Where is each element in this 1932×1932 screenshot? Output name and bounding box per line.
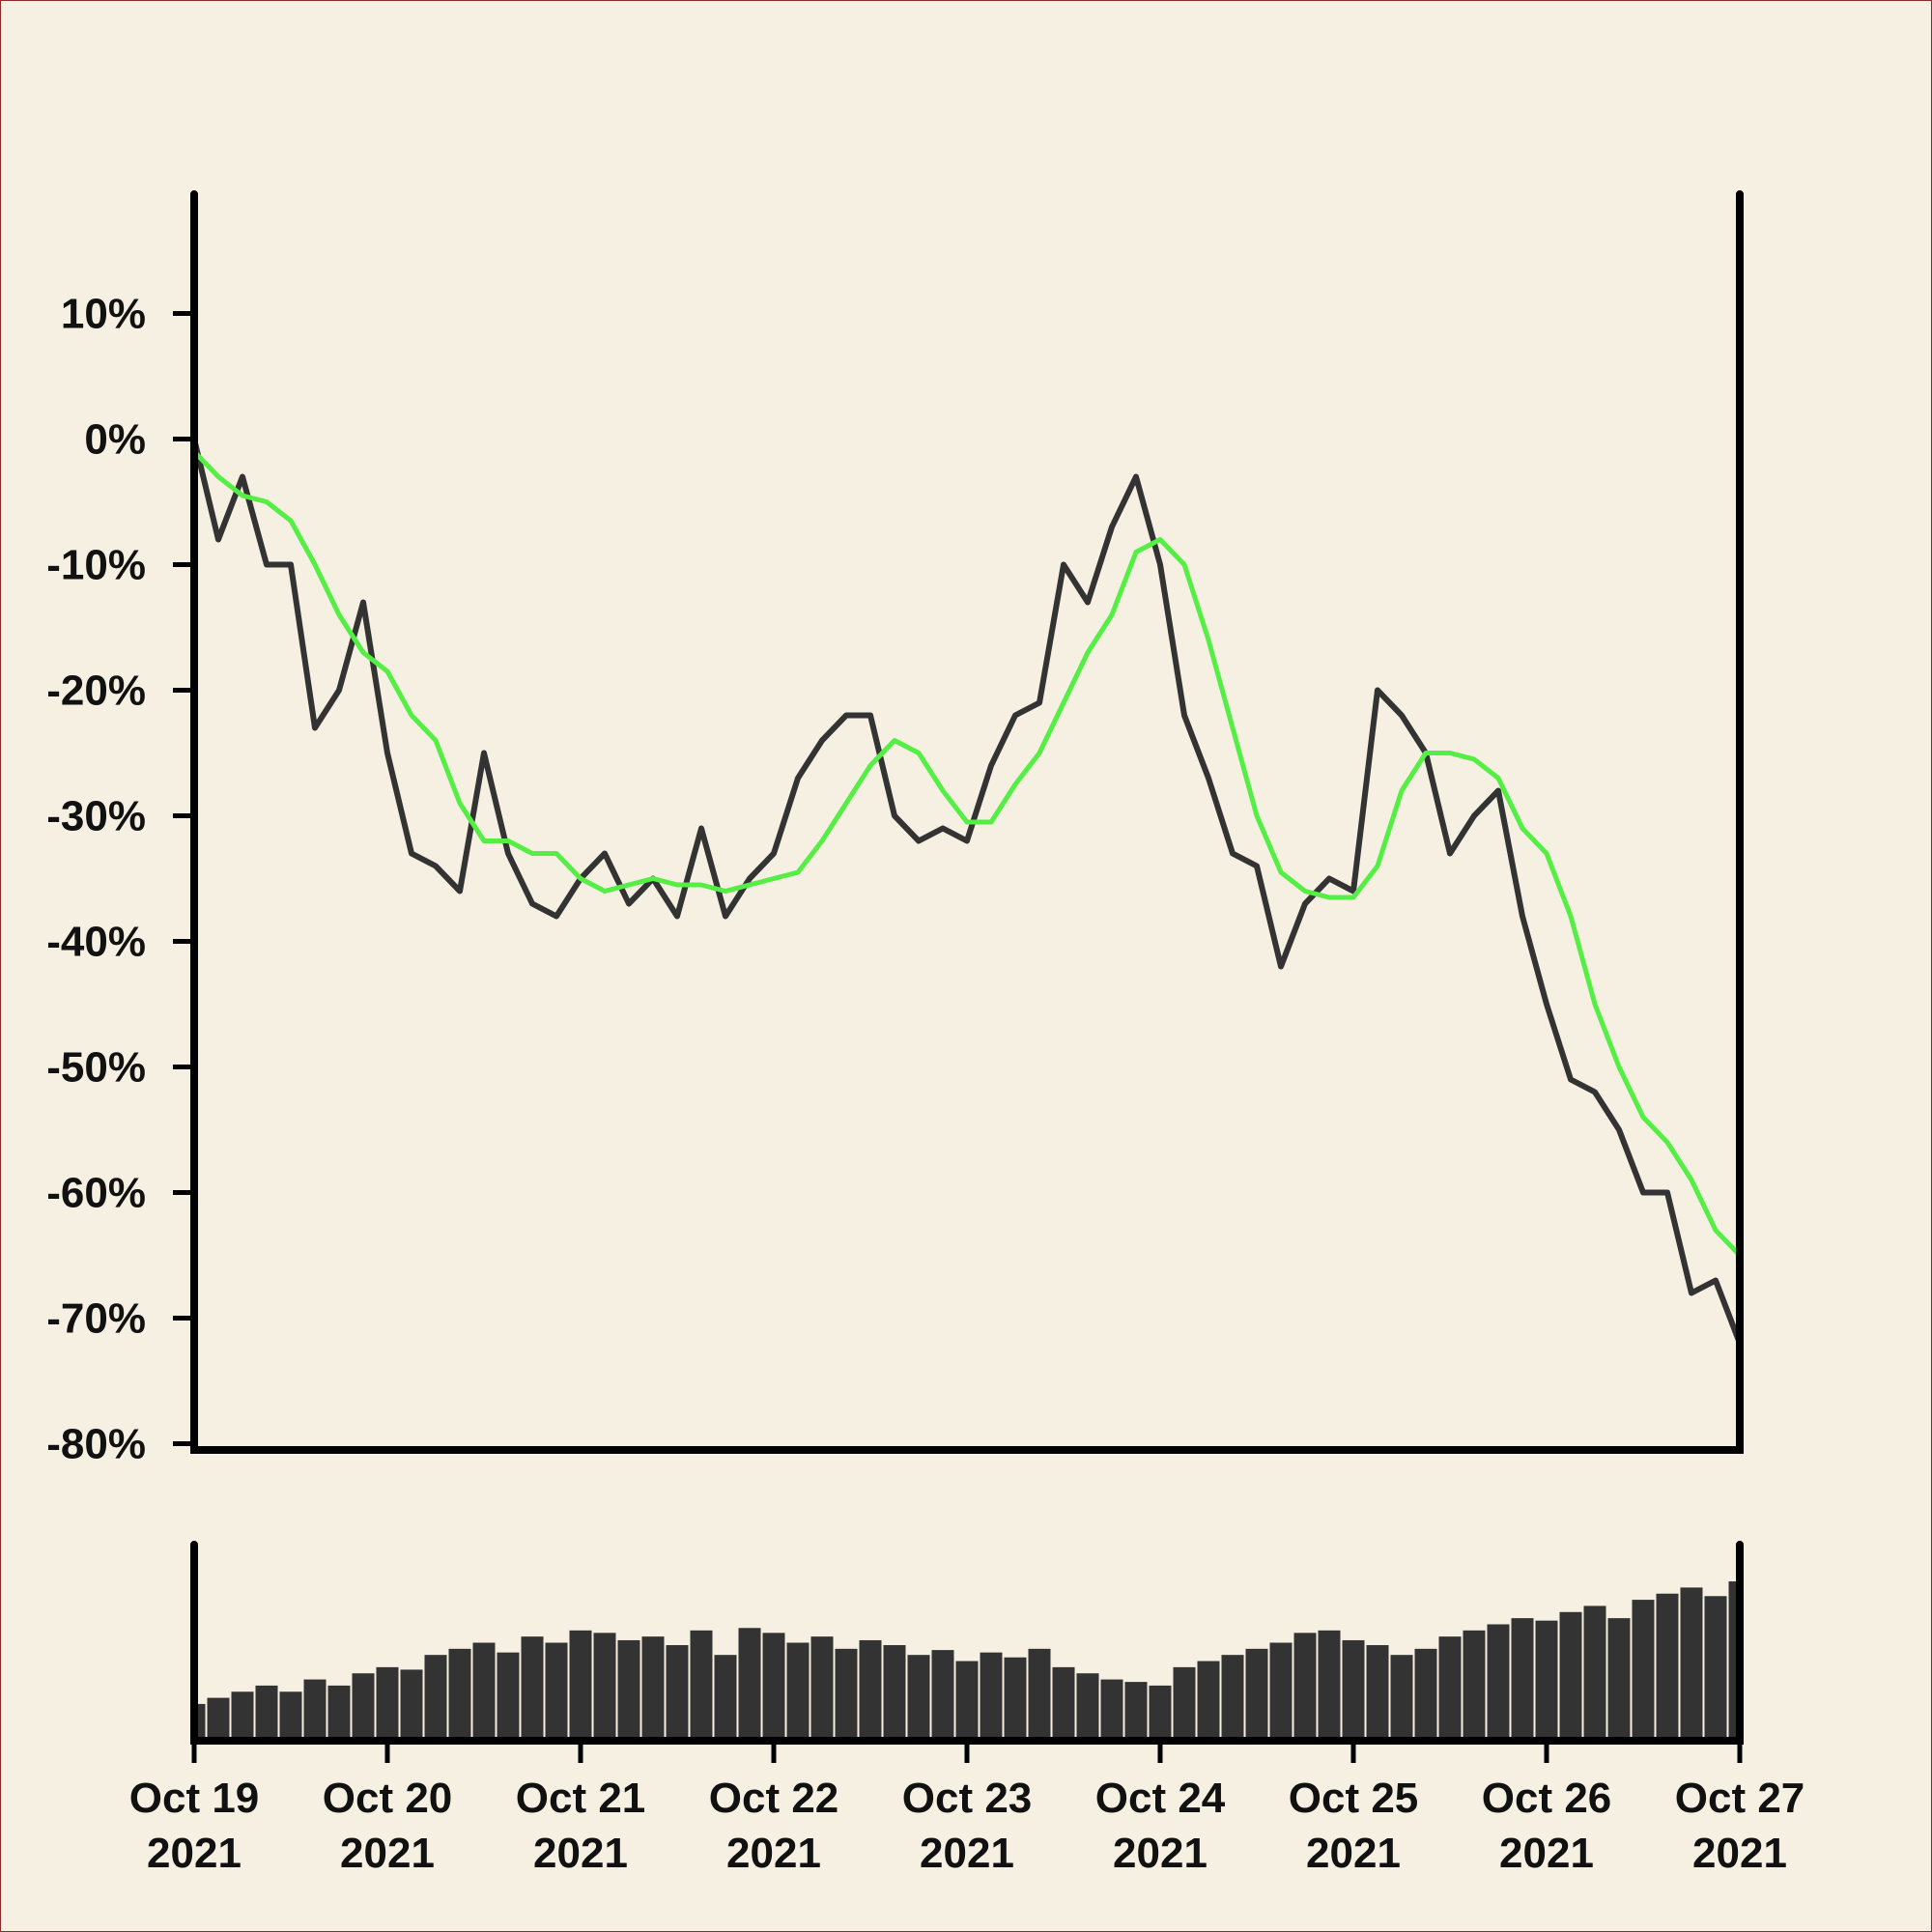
volume-bar bbox=[1245, 1648, 1268, 1741]
volume-bar bbox=[641, 1636, 665, 1741]
volume-bar bbox=[569, 1630, 592, 1741]
volume-bar bbox=[1632, 1600, 1655, 1741]
volume-bar bbox=[1704, 1596, 1727, 1741]
volume-bar bbox=[448, 1648, 471, 1741]
y-tick-label: -20% bbox=[46, 666, 146, 714]
volume-bar bbox=[1318, 1630, 1341, 1741]
volume-axis-frame bbox=[190, 1541, 1744, 1745]
y-tick-label: -40% bbox=[46, 917, 146, 965]
volume-bar bbox=[1149, 1685, 1172, 1741]
volume-bar bbox=[497, 1652, 520, 1741]
volume-bar bbox=[1197, 1661, 1220, 1741]
volume-bar bbox=[207, 1697, 230, 1741]
volume-bar bbox=[545, 1642, 568, 1741]
volume-bar bbox=[1463, 1630, 1486, 1741]
volume-bar bbox=[1221, 1655, 1244, 1741]
price-line bbox=[191, 438, 1743, 1345]
x-tick-label: Oct 26 2021 bbox=[1481, 1775, 1612, 1878]
moving-average-line bbox=[192, 449, 1742, 1258]
x-tick-label: Oct 21 2021 bbox=[515, 1775, 646, 1878]
volume-bar bbox=[617, 1639, 640, 1741]
volume-bar bbox=[907, 1655, 930, 1741]
volume-bar bbox=[1173, 1666, 1196, 1741]
y-tick-label: 0% bbox=[84, 414, 146, 463]
volume-bar bbox=[521, 1636, 544, 1741]
volume-bar bbox=[1414, 1648, 1437, 1741]
y-tick-label: -70% bbox=[46, 1293, 146, 1342]
volume-bar bbox=[714, 1655, 737, 1741]
volume-bar bbox=[931, 1650, 954, 1741]
volume-bar bbox=[1028, 1648, 1051, 1741]
volume-bar bbox=[1535, 1620, 1558, 1741]
volume-bar bbox=[859, 1639, 882, 1741]
volume-bar bbox=[1656, 1593, 1679, 1741]
volume-bar bbox=[738, 1628, 761, 1741]
y-tick-label: -80% bbox=[46, 1419, 146, 1467]
volume-bar bbox=[1342, 1639, 1365, 1741]
volume-bar bbox=[666, 1645, 689, 1741]
volume-bar bbox=[1052, 1666, 1075, 1741]
volume-bar bbox=[1487, 1624, 1510, 1741]
volume-bar bbox=[1438, 1636, 1462, 1741]
volume-bar bbox=[472, 1642, 496, 1741]
volume-bar bbox=[1390, 1655, 1413, 1741]
price-axis-frame bbox=[190, 190, 1744, 1454]
x-tick-label: Oct 19 2021 bbox=[128, 1775, 260, 1878]
volume-bar bbox=[1680, 1587, 1703, 1741]
y-tick-label: -50% bbox=[46, 1042, 146, 1091]
volume-bar bbox=[194, 1703, 206, 1741]
volume-bar bbox=[593, 1633, 616, 1741]
volume-bar bbox=[303, 1679, 327, 1741]
volume-bar bbox=[1583, 1605, 1606, 1741]
volume-bar bbox=[376, 1666, 399, 1741]
volume-bar bbox=[1511, 1618, 1534, 1741]
volume-bar bbox=[1607, 1618, 1631, 1741]
volume-bar bbox=[1100, 1679, 1123, 1741]
volume-bar bbox=[980, 1652, 1003, 1741]
volume-bar bbox=[1559, 1611, 1582, 1741]
volume-bar bbox=[327, 1685, 351, 1741]
volume-bar bbox=[810, 1636, 834, 1741]
x-tick-label: Oct 20 2021 bbox=[322, 1775, 453, 1878]
x-tick-label: Oct 24 2021 bbox=[1094, 1775, 1226, 1878]
volume-bar bbox=[690, 1630, 713, 1741]
x-tick-label: Oct 27 2021 bbox=[1674, 1775, 1805, 1878]
y-tick-label: -30% bbox=[46, 791, 146, 839]
volume-bar bbox=[786, 1642, 810, 1741]
volume-bar bbox=[279, 1691, 302, 1741]
y-tick-label: 10% bbox=[60, 289, 146, 337]
x-tick-label: Oct 23 2021 bbox=[901, 1775, 1033, 1878]
volume-bar bbox=[1293, 1633, 1317, 1741]
volume-bar bbox=[352, 1673, 375, 1741]
x-tick-label: Oct 25 2021 bbox=[1288, 1775, 1419, 1878]
y-tick-label: -60% bbox=[46, 1168, 146, 1216]
volume-bar bbox=[883, 1645, 906, 1741]
volume-bar bbox=[955, 1661, 979, 1741]
y-tick-label: -10% bbox=[46, 540, 146, 588]
volume-bar bbox=[255, 1685, 278, 1741]
volume-bar bbox=[1269, 1642, 1293, 1741]
volume-bar bbox=[231, 1691, 254, 1741]
volume-bar bbox=[1728, 1581, 1740, 1741]
volume-bar bbox=[1004, 1657, 1027, 1741]
volume-bar bbox=[400, 1669, 423, 1741]
volume-bar bbox=[424, 1655, 447, 1741]
volume-bar bbox=[835, 1648, 858, 1741]
volume-bar bbox=[762, 1633, 785, 1741]
volume-bar bbox=[1124, 1682, 1148, 1741]
volume-bar bbox=[1076, 1673, 1099, 1741]
x-tick-label: Oct 22 2021 bbox=[708, 1775, 839, 1878]
volume-bars bbox=[194, 1581, 1740, 1741]
volume-bar bbox=[1366, 1645, 1389, 1741]
